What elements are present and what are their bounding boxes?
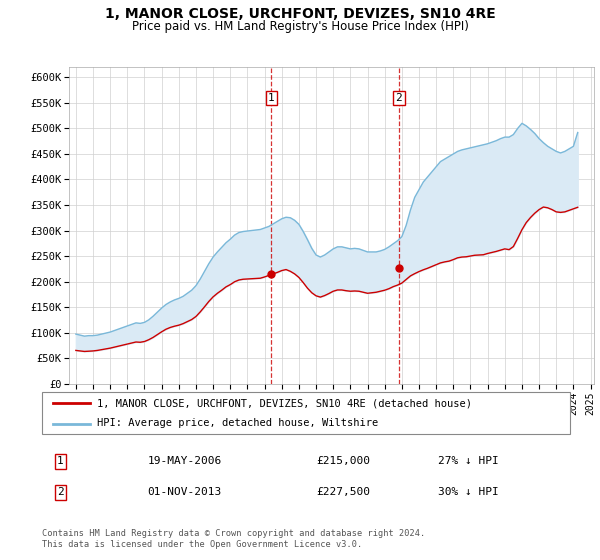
Text: Contains HM Land Registry data © Crown copyright and database right 2024.
This d: Contains HM Land Registry data © Crown c… — [42, 529, 425, 549]
Text: £215,000: £215,000 — [317, 456, 371, 466]
Text: HPI: Average price, detached house, Wiltshire: HPI: Average price, detached house, Wilt… — [97, 418, 379, 428]
Text: 19-MAY-2006: 19-MAY-2006 — [148, 456, 222, 466]
Text: £227,500: £227,500 — [317, 487, 371, 497]
Text: 2: 2 — [395, 93, 403, 103]
Text: 1: 1 — [57, 456, 64, 466]
Text: 01-NOV-2013: 01-NOV-2013 — [148, 487, 222, 497]
Text: Price paid vs. HM Land Registry's House Price Index (HPI): Price paid vs. HM Land Registry's House … — [131, 20, 469, 32]
Text: 1: 1 — [268, 93, 274, 103]
Text: 30% ↓ HPI: 30% ↓ HPI — [438, 487, 499, 497]
Text: 1, MANOR CLOSE, URCHFONT, DEVIZES, SN10 4RE: 1, MANOR CLOSE, URCHFONT, DEVIZES, SN10 … — [104, 7, 496, 21]
Text: 27% ↓ HPI: 27% ↓ HPI — [438, 456, 499, 466]
Text: 2: 2 — [57, 487, 64, 497]
Text: 1, MANOR CLOSE, URCHFONT, DEVIZES, SN10 4RE (detached house): 1, MANOR CLOSE, URCHFONT, DEVIZES, SN10 … — [97, 398, 472, 408]
FancyBboxPatch shape — [42, 392, 570, 434]
